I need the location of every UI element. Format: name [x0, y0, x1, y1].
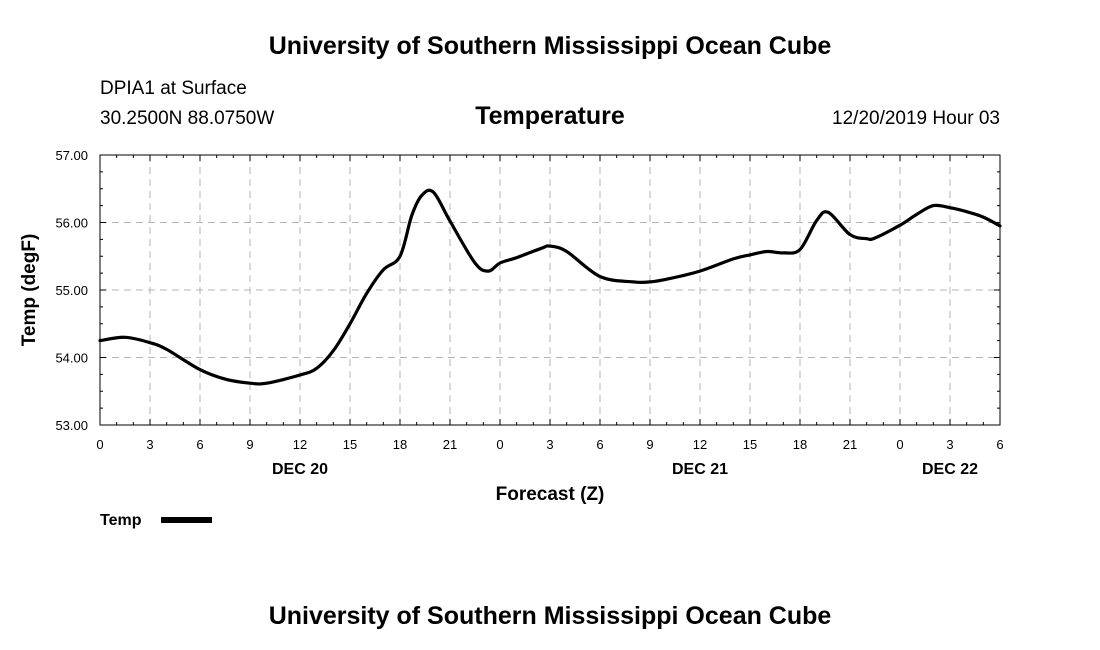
station-label: DPIA1 at Surface [100, 78, 247, 99]
day-label: DEC 21 [672, 461, 728, 478]
x-tick-label: 9 [646, 437, 653, 452]
series-line-temp [98, 188, 1002, 386]
y-tick-label: 56.00 [55, 216, 88, 231]
x-tick-label: 12 [293, 437, 307, 452]
x-tick-label: 12 [693, 437, 707, 452]
x-tick-label: 21 [843, 437, 857, 452]
org-title: University of Southern Mississippi Ocean… [269, 32, 832, 60]
y-tick-label: 54.00 [55, 351, 88, 366]
x-axis-title: Forecast (Z) [496, 484, 605, 505]
chart-title: Temperature [475, 102, 625, 130]
axis-ticks [99, 154, 1001, 426]
x-tick-label: 3 [146, 437, 153, 452]
legend-swatch-temp [161, 517, 212, 523]
x-tick-label: 6 [596, 437, 603, 452]
x-tick-label: 3 [546, 437, 553, 452]
day-label: DEC 20 [272, 461, 328, 478]
x-tick-label: 3 [946, 437, 953, 452]
x-tick-label: 18 [793, 437, 807, 452]
footer-org-title: University of Southern Mississippi Ocean… [269, 602, 832, 630]
x-tick-label: 18 [393, 437, 407, 452]
y-tick-label: 53.00 [55, 418, 88, 433]
y-tick-label: 57.00 [55, 148, 88, 163]
location-label: 30.2500N 88.0750W [100, 108, 274, 129]
x-tick-label: 0 [96, 437, 103, 452]
legend-label-temp: Temp [100, 512, 142, 529]
x-tick-label: 0 [496, 437, 503, 452]
grid-lines [100, 155, 1000, 425]
axis-labels: 0 3 6 9 12 15 18 21 0 3 6 9 12 15 18 21 0 3 6 53.00 54.00 55.… [55, 148, 1003, 478]
x-tick-label: 0 [896, 437, 903, 452]
datetime-label: 12/20/2019 Hour 03 [832, 108, 1000, 129]
x-tick-label: 9 [246, 437, 253, 452]
day-label: DEC 22 [922, 461, 978, 478]
series-layer [98, 188, 1002, 386]
x-tick-label: 15 [743, 437, 757, 452]
y-tick-label: 55.00 [55, 283, 88, 298]
x-tick-label: 6 [196, 437, 203, 452]
x-tick-label: 21 [443, 437, 457, 452]
x-tick-label: 6 [996, 437, 1003, 452]
y-axis-title: Temp (degF) [19, 234, 40, 347]
x-tick-label: 15 [343, 437, 357, 452]
